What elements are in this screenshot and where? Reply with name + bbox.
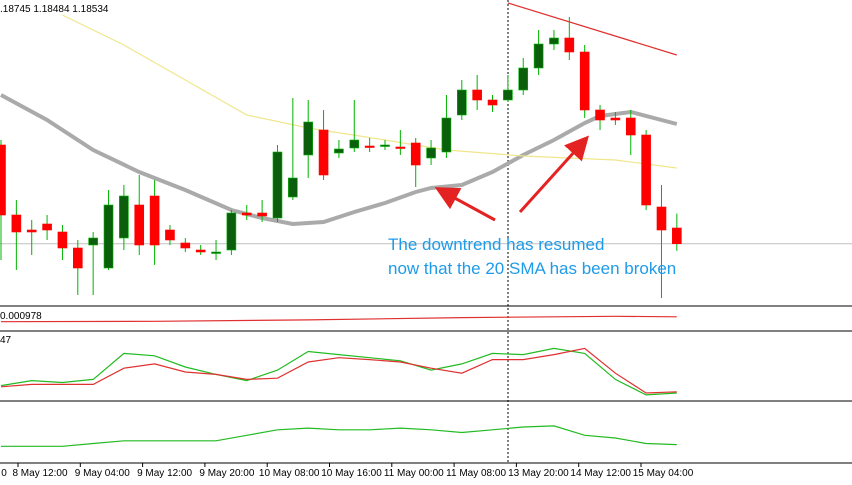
candle-body: [579, 51, 590, 111]
candle-body: [672, 227, 682, 245]
candle-body: [195, 249, 206, 253]
candle-body: [410, 142, 421, 166]
candle-body: [441, 117, 452, 153]
candle-body: [518, 67, 529, 91]
header: .18745 1.18484 1.18534: [0, 4, 109, 15]
candle-body: [533, 43, 544, 69]
indicator-line: [1, 425, 677, 447]
candle-body: [610, 117, 621, 121]
panel-label: 47: [0, 335, 12, 346]
candle-body: [395, 146, 406, 149]
indicator-line: [507, 2, 677, 56]
candle-body: [564, 37, 575, 53]
candle-body: [42, 223, 52, 231]
candle-body: [226, 212, 237, 251]
candle-body: [119, 195, 129, 239]
indicator-line: [0, 315, 677, 323]
x-tick-label: 9 May 12:00: [137, 468, 192, 479]
candle-body: [134, 204, 145, 246]
x-tick-label: 11 May 00:00: [384, 468, 444, 479]
candle-body: [503, 89, 513, 101]
x-tick-label: 0: [1, 468, 7, 479]
annotation: The downtrend has resumed: [388, 235, 604, 254]
candle-body: [0, 144, 6, 216]
indicator-line: [0, 93, 678, 227]
candle-body: [165, 229, 175, 241]
candle-body: [595, 109, 605, 121]
annotation-arrow: [518, 135, 590, 214]
candle-body: [426, 147, 436, 159]
candle-body: [149, 195, 160, 246]
candle-body: [641, 134, 651, 206]
x-tick-label: 11 May 08:00: [446, 468, 506, 479]
indicator-line: [0, 347, 677, 396]
candle-body: [487, 99, 498, 106]
candle-body: [288, 177, 298, 198]
x-tick-label: 9 May 20:00: [199, 468, 254, 479]
candle-body: [11, 214, 22, 233]
candle-body: [57, 231, 68, 249]
candle-body: [73, 247, 83, 269]
x-tick-label: 10 May 16:00: [321, 468, 382, 479]
x-tick-label: 8 May 12:00: [12, 468, 67, 479]
indicator-line: [0, 347, 677, 394]
x-tick-label: 14 May 12:00: [570, 468, 631, 479]
candle-body: [472, 89, 482, 101]
annotation-arrow: [434, 187, 496, 222]
panel-label: 0.000978: [0, 311, 42, 322]
candle-body: [656, 206, 667, 231]
candle-body: [364, 145, 375, 148]
candle-body: [318, 129, 329, 176]
candle-body: [303, 121, 314, 156]
candle-body: [88, 237, 98, 246]
x-tick-label: 10 May 08:00: [259, 468, 320, 479]
candle-body: [334, 148, 344, 154]
annotation: now that the 20 SMA has been broken: [388, 259, 676, 278]
candle-body: [211, 251, 221, 254]
x-tick-label: 9 May 04:00: [75, 468, 130, 479]
candle-body: [380, 144, 390, 147]
candle-body: [103, 204, 114, 269]
candle-body: [349, 139, 360, 149]
candle-body: [26, 229, 37, 233]
candle-body: [257, 212, 267, 217]
candle-body: [241, 212, 252, 216]
candle-body: [456, 89, 467, 116]
x-tick-label: 13 May 20:00: [508, 468, 569, 479]
candle-body: [549, 37, 559, 45]
candle-body: [625, 117, 636, 136]
candle-body: [180, 242, 191, 249]
candle-body: [272, 151, 283, 219]
x-tick-label: 15 May 04:00: [633, 468, 694, 479]
